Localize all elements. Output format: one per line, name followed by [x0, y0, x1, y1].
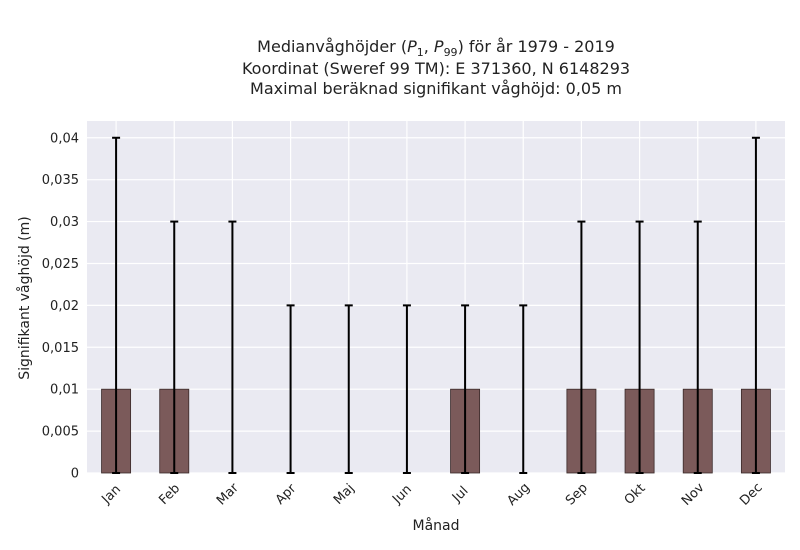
error-bar-jul: [461, 304, 470, 474]
error-bars: [112, 136, 760, 474]
chart-title-line-2: Koordinat (Sweref 99 TM): E 371360, N 61…: [242, 59, 630, 78]
y-axis-label: Signifikant våghöjd (m): [16, 216, 33, 379]
x-tick-label: Mar: [214, 480, 242, 508]
y-tick-labels: 0 0,005 0,01 0,015 0,02 0,025 0,03 0,035 0,04: [42, 131, 79, 481]
x-axis-label: Månad: [413, 517, 460, 534]
y-tick-label: 0,015: [42, 341, 79, 356]
error-bar-jun: [402, 304, 411, 474]
y-tick-label: 0: [71, 467, 79, 482]
error-bar-maj: [344, 304, 353, 474]
y-tick-label: 0,03: [50, 215, 79, 230]
y-tick-label: 0,025: [42, 257, 79, 272]
y-tick-label: 0,01: [50, 383, 79, 398]
chart-title-line-3: Maximal beräknad signifikant våghöjd: 0,…: [250, 79, 622, 98]
error-bar-sep: [577, 220, 586, 474]
error-bar-feb: [170, 220, 179, 474]
x-tick-label: Maj: [331, 481, 358, 508]
x-tick-labels: Jan Feb Mar Apr Maj Jun Jul Aug Sep Okt Nov Dec: [99, 480, 766, 509]
x-tick-label: Jan: [99, 482, 124, 507]
error-bar-dec: [751, 136, 760, 474]
x-tick-label: Sep: [563, 481, 591, 509]
chart-title-line-1: Medianvåghöjder (P1, P99) för år 1979 - …: [257, 37, 615, 59]
error-bar-jan: [112, 136, 121, 474]
y-tick-label: 0,035: [42, 173, 79, 188]
error-bar-mar: [228, 220, 237, 474]
error-bar-nov: [693, 220, 702, 474]
x-tick-label: Nov: [679, 480, 708, 509]
x-tick-label: Aug: [504, 480, 533, 509]
x-tick-label: Jun: [389, 482, 415, 508]
y-tick-label: 0,02: [50, 299, 79, 314]
error-bar-aug: [519, 304, 528, 474]
error-bar-apr: [286, 304, 295, 474]
y-tick-label: 0,04: [50, 131, 79, 146]
x-tick-label: Feb: [156, 481, 183, 508]
x-tick-label: Dec: [737, 480, 765, 508]
x-tick-label: Jul: [449, 484, 471, 506]
plot-area: [87, 121, 785, 473]
y-tick-label: 0,005: [42, 425, 79, 440]
error-bar-okt: [635, 220, 644, 474]
x-tick-label: Apr: [273, 481, 300, 508]
x-tick-label: Okt: [622, 481, 649, 508]
